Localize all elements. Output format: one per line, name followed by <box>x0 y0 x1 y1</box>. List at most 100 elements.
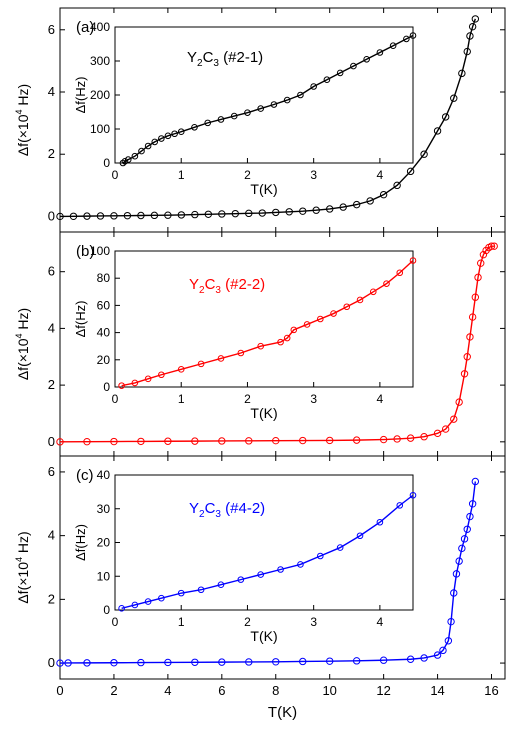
data-point <box>230 112 238 120</box>
data-point <box>490 242 498 250</box>
sample-annotation-sub2: 3 <box>215 509 221 520</box>
data-point <box>258 209 266 217</box>
y-axis-label-text: Δf(Hz) <box>73 524 88 561</box>
data-point <box>450 94 458 102</box>
y-tick-label: 0 <box>103 603 110 617</box>
data-point <box>197 360 205 368</box>
data-point <box>277 566 284 573</box>
data-point <box>325 436 334 445</box>
y-tick-label: 6 <box>48 464 55 479</box>
data-point <box>379 190 388 199</box>
data-point <box>164 658 172 667</box>
plot-frame <box>59 455 506 680</box>
data-point <box>177 211 186 219</box>
y-axis-label-text: Δf(Hz) <box>73 77 88 114</box>
data-point <box>406 655 415 663</box>
data-point <box>458 69 466 78</box>
data-point <box>409 32 417 39</box>
data-point <box>56 438 64 446</box>
data-point <box>272 436 280 445</box>
y-tick-label: 20 <box>97 536 111 550</box>
data-point <box>487 242 496 250</box>
y-tick-label: 40 <box>97 468 111 482</box>
x-tick-label: 3 <box>310 168 317 182</box>
data-point <box>379 656 388 664</box>
inset-background <box>115 475 413 610</box>
y-tick-label: 0 <box>48 655 55 670</box>
data-point <box>336 544 344 551</box>
data-point <box>409 257 417 264</box>
data-point <box>460 370 469 378</box>
sample-annotation-sub1: 2 <box>199 509 205 520</box>
x-tick-label: 1 <box>178 168 185 182</box>
sample-annotation-main: Y <box>187 49 197 66</box>
y-axis-label: Δf(×104 Hz) <box>14 308 31 380</box>
data-point <box>463 353 471 361</box>
data-point <box>350 62 357 70</box>
x-tick-label: 4 <box>377 615 384 629</box>
data-point <box>283 334 291 342</box>
data-point <box>466 333 474 341</box>
y-tick-label: 0 <box>48 434 55 449</box>
data-point <box>123 211 132 220</box>
data-point <box>352 200 361 209</box>
data-point <box>131 152 139 160</box>
data-point <box>441 113 450 121</box>
data-point <box>366 197 374 205</box>
data-point <box>217 116 225 123</box>
x-tick-label: 0 <box>112 615 119 629</box>
y-axis-label: Δf(Hz) <box>73 301 88 338</box>
sample-annotation: Y2C3 (#2-1) <box>187 49 263 69</box>
sample-annotation-main: Y <box>189 276 199 293</box>
inset-background <box>115 27 413 163</box>
data-point <box>420 433 428 441</box>
x-tick-label: 0 <box>56 683 63 698</box>
data-point <box>290 326 298 334</box>
x-tick-label: 4 <box>377 392 384 406</box>
data-point <box>471 293 480 301</box>
data-point <box>406 167 415 176</box>
data-point <box>151 138 159 146</box>
x-tick-label: 3 <box>310 392 317 406</box>
y-tick-label: 4 <box>48 84 55 99</box>
data-point <box>177 128 185 136</box>
data-point <box>297 561 304 568</box>
data-point <box>83 659 91 667</box>
data-point <box>303 321 311 328</box>
data-point <box>204 210 213 218</box>
x-tick-label: 10 <box>322 683 336 698</box>
data-point <box>164 132 172 140</box>
data-point <box>245 209 253 218</box>
data-point <box>131 379 139 387</box>
data-point <box>257 342 264 350</box>
data-point <box>455 557 463 565</box>
data-point <box>433 127 442 135</box>
data-point <box>409 491 417 499</box>
data-point <box>158 594 165 602</box>
data-point <box>197 586 205 594</box>
data-point <box>343 303 351 311</box>
data-point <box>389 42 397 50</box>
y-axis-label: Δf(Hz) <box>73 524 88 561</box>
y-axis-label: Δf(×104 Hz) <box>14 84 31 156</box>
data-point <box>447 617 455 626</box>
data-point <box>406 434 415 442</box>
data-point <box>460 535 469 543</box>
data-point <box>191 124 198 131</box>
data-point <box>144 142 152 150</box>
data-point <box>83 212 91 220</box>
y-tick-label: 6 <box>48 264 55 279</box>
data-point <box>466 512 474 521</box>
data-point <box>110 212 118 220</box>
y-tick-label: 2 <box>48 591 55 606</box>
data-point <box>144 598 152 605</box>
data-line <box>121 260 414 387</box>
x-axis-label: T(K) <box>250 181 277 197</box>
x-tick-label: 2 <box>110 683 117 698</box>
data-point <box>69 212 78 220</box>
sample-annotation-tail: (#2-2) <box>221 276 265 293</box>
sample-annotation-mid: C <box>203 49 214 66</box>
data-point <box>316 315 324 323</box>
data-point <box>150 211 159 220</box>
